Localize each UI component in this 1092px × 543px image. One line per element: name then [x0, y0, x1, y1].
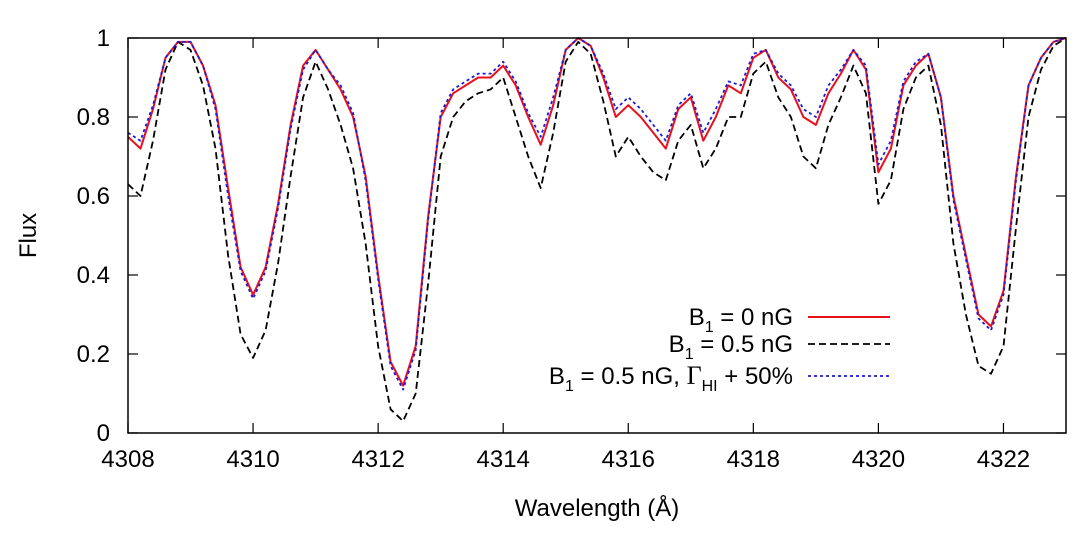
- x-axis-title: Wavelength (Å): [515, 494, 680, 522]
- series-line-3: [127, 37, 1067, 391]
- ticks-layer: 4308 4310 4312 4314 4316 4318 4320 4322 0 0.2 0.4 0…: [77, 25, 1066, 473]
- series-layer: [127, 37, 1067, 423]
- legend-label-2: B1 = 0.5 nG: [669, 331, 793, 363]
- plot-area: 4308 4310 4312 4314 4316 4318 4320 4322 0 0.2 0.4 0…: [77, 25, 1067, 473]
- series-line-2: [127, 37, 1067, 423]
- x-tick-label: 4314: [477, 446, 530, 473]
- y-tick-label: 1: [97, 25, 110, 52]
- legend-label-1: B1 = 0 nG: [689, 304, 793, 336]
- y-tick-label: 0.4: [77, 262, 110, 289]
- x-tick-label: 4318: [727, 446, 780, 473]
- y-tick-label: 0.2: [77, 341, 110, 368]
- x-tick-label: 4316: [602, 446, 655, 473]
- plot-frame: [127, 37, 1067, 434]
- y-tick-label: 0.6: [77, 183, 110, 210]
- y-tick-label: 0.8: [77, 104, 110, 131]
- x-tick-label: 4308: [101, 446, 154, 473]
- x-tick-label: 4310: [226, 446, 279, 473]
- x-tick-label: 4320: [852, 446, 905, 473]
- x-tick-label: 4312: [351, 446, 404, 473]
- y-tick-label: 0: [97, 420, 110, 447]
- legend-label-3: B1 = 0.5 nG, ΓHI + 50%: [549, 361, 793, 395]
- x-tick-label: 4322: [977, 446, 1030, 473]
- y-axis-title: Flux: [15, 213, 42, 258]
- series-line-1: [127, 37, 1067, 387]
